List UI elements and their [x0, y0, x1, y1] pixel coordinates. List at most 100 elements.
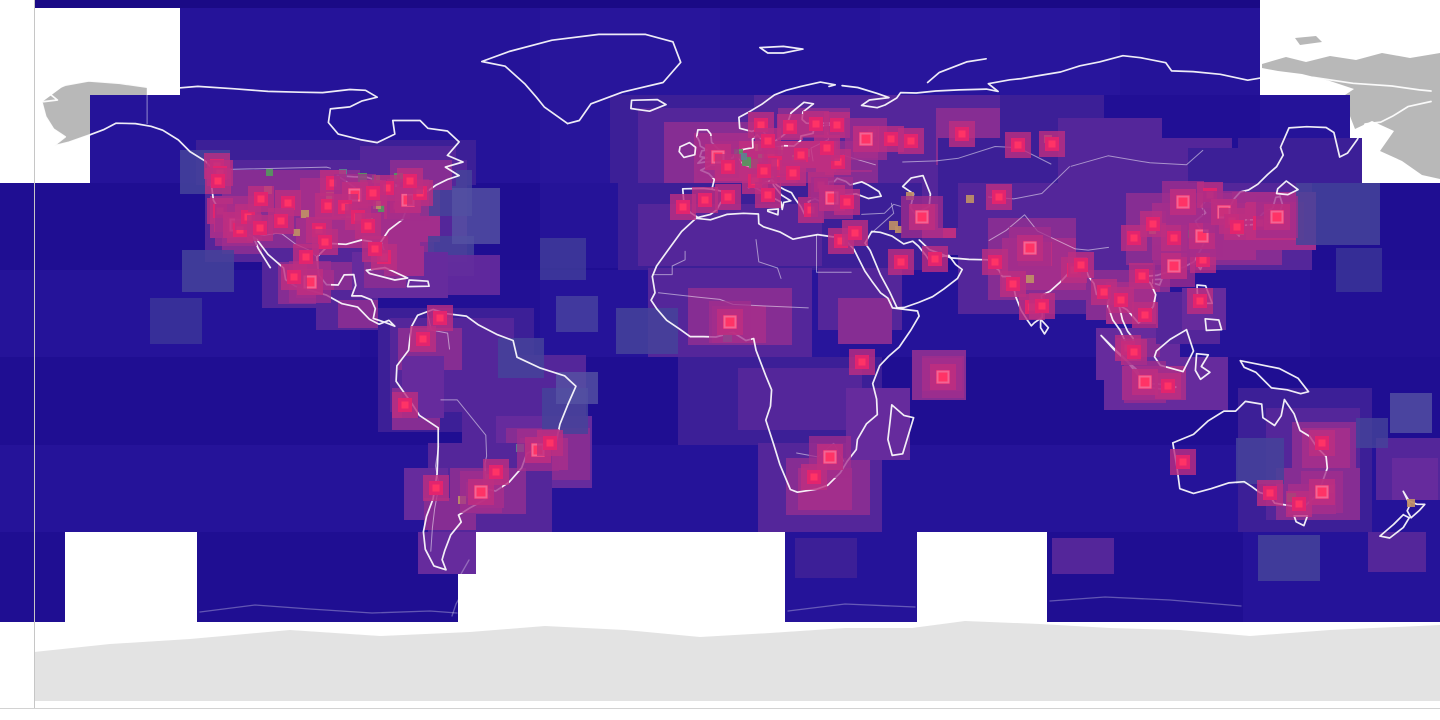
- hotspot-core: [1170, 234, 1178, 242]
- hotspot-core: [329, 179, 337, 187]
- accent-cell: [301, 210, 309, 218]
- hotspot-core: [1117, 296, 1125, 304]
- hotspot-core: [1009, 280, 1017, 288]
- hotspot-core: [843, 198, 851, 206]
- accent-cell: [377, 204, 385, 212]
- accent-cell: [1407, 499, 1415, 507]
- accent-cell: [888, 220, 898, 230]
- hotspot-core: [917, 212, 927, 222]
- hotspot-core: [492, 468, 500, 476]
- hotspot-core: [851, 229, 859, 237]
- hotspot-core: [321, 238, 329, 246]
- map-frame-bottom-line: [0, 708, 1440, 709]
- hotspot-core: [257, 195, 265, 203]
- hotspot-core: [436, 314, 444, 322]
- hotspot-core: [214, 177, 222, 185]
- hotspot-core: [364, 222, 372, 230]
- map-frame-left-spine: [34, 0, 35, 708]
- hotspot-core: [1141, 311, 1149, 319]
- hotspot-core: [302, 253, 310, 261]
- hotspot-core: [383, 184, 391, 192]
- hotspot-core: [401, 401, 409, 409]
- hotspot-core: [284, 199, 292, 207]
- hotspot-core: [858, 358, 866, 366]
- hotspot-core: [760, 167, 768, 175]
- hotspot-core: [810, 473, 818, 481]
- hotspot-core: [546, 439, 554, 447]
- hotspot-core: [837, 237, 845, 245]
- hotspot-core: [1149, 220, 1157, 228]
- hotspot-core: [724, 163, 732, 171]
- hotspot-core: [476, 487, 486, 497]
- hotspot-core: [931, 255, 939, 263]
- hotspot-core: [1140, 377, 1150, 387]
- heat-tile: [34, 0, 1260, 8]
- accent-cell: [741, 156, 751, 166]
- hotspot-core: [1014, 141, 1022, 149]
- hotspot-core: [1169, 261, 1179, 271]
- hotspot-core: [371, 245, 379, 253]
- hotspot-core: [887, 135, 895, 143]
- accent-cell: [1026, 275, 1034, 283]
- hotspot-core: [1233, 223, 1241, 231]
- accent-cell: [739, 152, 747, 160]
- hotspot-core: [1164, 382, 1172, 390]
- hotspot-core: [256, 224, 264, 232]
- hotspot-core: [701, 196, 709, 204]
- hotspot-core: [679, 203, 687, 211]
- hotspot-core: [786, 123, 794, 131]
- accent-cell: [894, 225, 902, 233]
- heat-tile: [0, 532, 65, 622]
- hotspot-core: [861, 134, 871, 144]
- hotspot-core: [1272, 212, 1282, 222]
- hotspot-core: [1266, 489, 1274, 497]
- heat-tile: [1356, 418, 1388, 448]
- hotspot-core: [406, 177, 414, 185]
- hotspot-core: [1179, 458, 1187, 466]
- hotspot-core: [725, 317, 735, 327]
- hotspot-core: [277, 217, 285, 225]
- hotspot-core: [938, 372, 948, 382]
- hotspot-core: [724, 193, 732, 201]
- heat-tile: [1052, 538, 1114, 574]
- hotspot-core: [1138, 272, 1146, 280]
- accent-cell: [292, 228, 300, 236]
- hotspot-core: [834, 158, 842, 166]
- hotspot-core: [1130, 348, 1138, 356]
- hotspot-core: [432, 484, 440, 492]
- hotspot-core: [764, 137, 772, 145]
- hotspot-core: [1077, 261, 1085, 269]
- hotspot-core: [236, 226, 244, 234]
- hotspot-core: [897, 258, 905, 266]
- hotspot-core: [757, 121, 765, 129]
- hotspot-core: [1038, 302, 1046, 310]
- hotspot-core: [833, 121, 841, 129]
- hotspot-core: [1196, 297, 1204, 305]
- hotspot-core: [305, 277, 315, 287]
- hotspot-core: [825, 452, 835, 462]
- hotspot-core: [789, 169, 797, 177]
- hotspot-core: [1197, 231, 1207, 241]
- accent-cell: [966, 195, 974, 203]
- heat-tile: [540, 238, 586, 280]
- hotspot-core: [764, 191, 772, 199]
- hotspot-core: [958, 130, 966, 138]
- hotspot-core: [995, 193, 1003, 201]
- heat-tile: [1390, 393, 1432, 433]
- hotspot-core: [812, 120, 820, 128]
- hotspot-core: [827, 193, 837, 203]
- hotspot-core: [1048, 140, 1056, 148]
- hotspot-core: [1199, 256, 1207, 264]
- hotspot-core: [1295, 500, 1303, 508]
- hotspot-core: [823, 144, 831, 152]
- hotspot-core: [1317, 487, 1327, 497]
- heat-tile: [795, 538, 857, 578]
- hotspot-core: [797, 151, 805, 159]
- hotspot-core: [907, 137, 915, 145]
- hotspot-core: [991, 258, 999, 266]
- hotspot-core: [290, 273, 298, 281]
- hotspot-core: [1130, 234, 1138, 242]
- hotspot-core: [419, 335, 427, 343]
